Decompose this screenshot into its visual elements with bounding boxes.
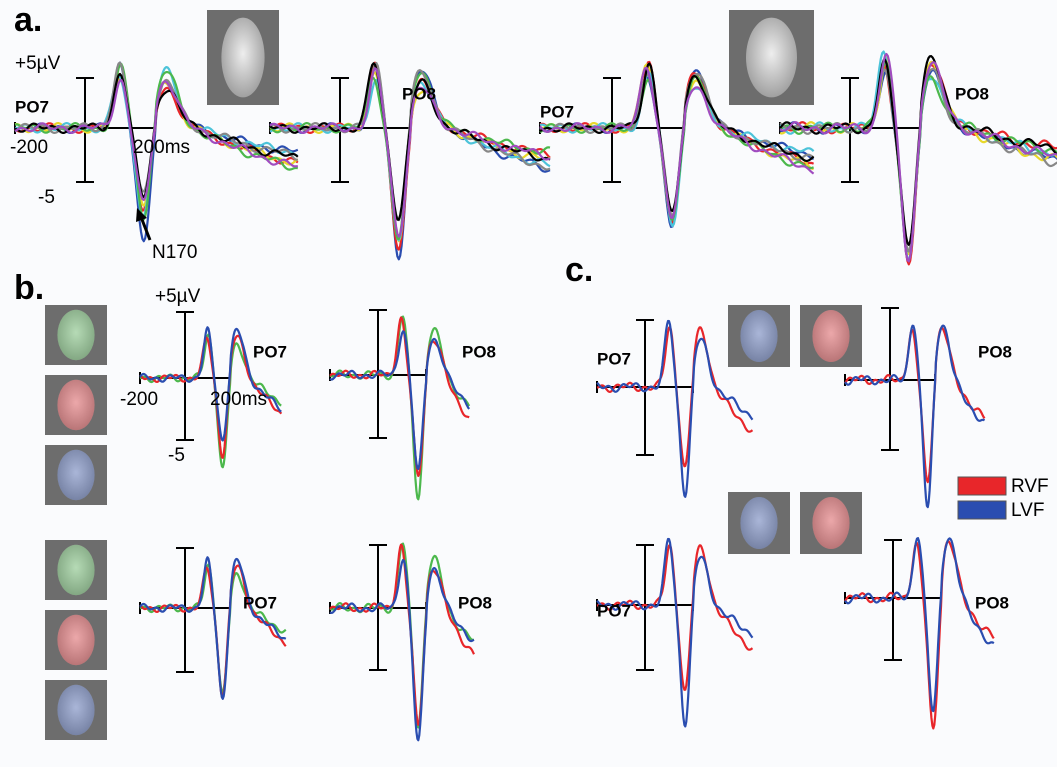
electrode-label: PO8 [978, 342, 1012, 361]
electrode-label: PO8 [458, 593, 492, 612]
stimulus-tint [740, 496, 778, 550]
y-top-label: +5µV [15, 53, 61, 74]
waveform [14, 79, 299, 202]
legend-label: RVF [1011, 476, 1049, 497]
waveform [139, 556, 287, 700]
waveform [329, 542, 475, 729]
electrode-label: PO8 [975, 593, 1009, 612]
waveform [844, 324, 986, 509]
waveform [329, 316, 470, 477]
stimulus-tint [812, 496, 850, 550]
electrode-label: PO7 [243, 593, 277, 612]
stimulus-face [57, 614, 95, 666]
stimulus-tint [57, 379, 95, 431]
electrode-label: PO7 [597, 349, 631, 368]
y-bottom-label: -5 [168, 445, 185, 466]
waveform [844, 537, 995, 713]
annotation: N170 [152, 242, 197, 263]
stimulus-face [57, 379, 95, 431]
stimulus-tint [57, 309, 95, 361]
arrow [139, 216, 152, 241]
electrode-label: PO8 [462, 342, 496, 361]
waveform [139, 326, 282, 442]
electrode-label: PO7 [15, 97, 49, 116]
waveform [139, 563, 287, 694]
waveform [329, 330, 471, 470]
panel-label: a. [14, 1, 42, 39]
electrode-label: PO7 [540, 102, 574, 121]
arrow-head [136, 208, 147, 222]
waveform [139, 334, 283, 459]
x-left-label: -200 [120, 389, 158, 410]
legend-label: LVF [1011, 500, 1044, 521]
legend-swatch [957, 476, 1007, 496]
waveform [329, 543, 475, 726]
waveform [269, 78, 551, 242]
panel-label: c. [565, 251, 593, 289]
panel-label: b. [14, 269, 44, 307]
x-right-label: 200ms [210, 389, 267, 410]
stimulus-tint [57, 684, 95, 736]
stimulus-face [746, 17, 797, 98]
electrode-label: PO7 [597, 601, 631, 620]
stimulus-face [740, 309, 778, 363]
stimulus-face [812, 496, 850, 550]
y-top-label: +5µV [155, 286, 201, 307]
legend-swatch [957, 500, 1007, 520]
waveform [779, 52, 1057, 263]
stimulus-face [57, 449, 95, 501]
stimulus-tint [812, 309, 850, 363]
stimulus-face [740, 496, 778, 550]
x-left-label: -200 [10, 137, 48, 158]
y-bottom-label: -5 [38, 187, 55, 208]
stimulus-face [57, 684, 95, 736]
electrode-label: PO8 [955, 84, 989, 103]
stimulus-tint [57, 544, 95, 596]
waveform [329, 559, 475, 742]
stimulus-tint [57, 614, 95, 666]
electrode-label: PO8 [402, 84, 436, 103]
stimulus-tint [740, 309, 778, 363]
electrode-label: PO7 [253, 342, 287, 361]
waveform [844, 326, 986, 484]
stimulus-face [57, 309, 95, 361]
waveform [596, 537, 754, 728]
waveform [596, 319, 754, 498]
stimulus-face [812, 309, 850, 363]
stimulus-face [221, 17, 265, 98]
x-right-label: 200ms [133, 137, 190, 158]
waveform [269, 67, 551, 238]
stimulus-face [57, 544, 95, 596]
stimulus-tint [57, 449, 95, 501]
waveform [844, 540, 995, 730]
waveform [539, 66, 815, 220]
